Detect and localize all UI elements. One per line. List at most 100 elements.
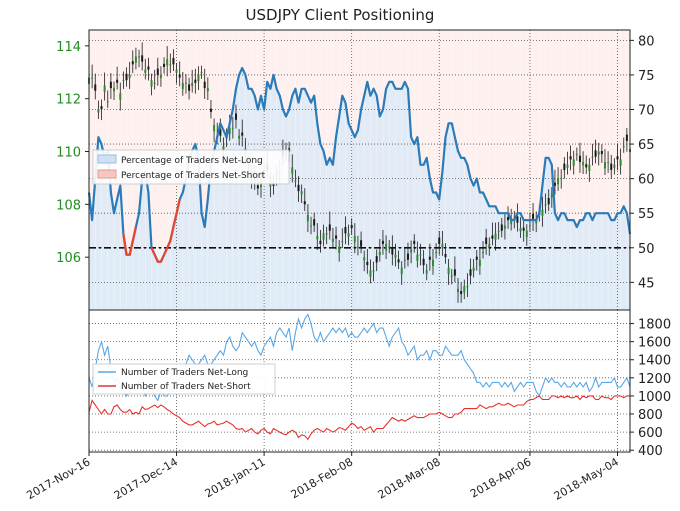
candle-body (178, 74, 181, 78)
candle-body (347, 233, 350, 237)
candle-body (613, 164, 616, 168)
candle-body (541, 209, 544, 216)
candle-body (519, 228, 522, 232)
candle-body (535, 220, 538, 224)
bottom-legend-box (92, 363, 276, 395)
candle-body (585, 164, 588, 168)
candle-body (482, 251, 485, 253)
candle-body (453, 269, 456, 276)
right-axis-tick-label: 80 (638, 34, 655, 49)
bottom-axis-tick-label: 1400 (638, 354, 671, 369)
candle-body (209, 108, 212, 112)
candle-body (122, 80, 125, 82)
candle-body (325, 233, 328, 235)
candle-body (319, 240, 322, 244)
candle-body (375, 256, 378, 263)
candle-body (241, 132, 244, 136)
candle-body (550, 193, 553, 197)
candle-body (116, 79, 119, 83)
candle-body (141, 55, 144, 62)
candle-body (600, 150, 603, 155)
net-short-percentage-segment (150, 199, 181, 263)
candle-body (422, 258, 425, 266)
candle-body (378, 251, 381, 256)
legend-label-net-short-pct: Percentage of Traders Net-Short (121, 171, 266, 181)
top-legend-box (92, 149, 290, 185)
left-axis-tick-label: 108 (56, 198, 81, 213)
candle-body (206, 88, 209, 92)
candle-body (169, 64, 172, 66)
candle-body (388, 246, 391, 248)
candle-body (322, 233, 325, 240)
top-panel-axes: 114 112 110 108 106 80 75 70 65 60 55 50 45 (56, 29, 655, 311)
candle-body (163, 63, 166, 67)
candle-body (447, 267, 450, 275)
candle-body (522, 227, 525, 231)
candle-body (222, 146, 225, 150)
candle-body (597, 151, 600, 155)
candle-body (428, 256, 431, 260)
candle-body (175, 69, 178, 73)
net-long-area-fill (89, 68, 630, 310)
candle-body (400, 267, 403, 275)
candle-body (525, 230, 528, 238)
candle-body (297, 184, 300, 192)
candle-body (575, 154, 578, 156)
legend-label-net-long-pct: Percentage of Traders Net-Long (121, 156, 263, 166)
candle-body (503, 225, 506, 229)
candle-body (269, 183, 272, 187)
candle-body (438, 237, 441, 244)
candle-body (147, 66, 150, 70)
x-axis-tick-label: 2018-Feb-08 (289, 455, 356, 501)
candle-body (532, 213, 535, 221)
candle-body (516, 216, 519, 223)
candle-body (184, 82, 187, 84)
candle-body (460, 290, 463, 295)
bottom-axis-tick-label: 1200 (638, 372, 671, 387)
candle-body (544, 204, 547, 206)
candle-body (435, 251, 438, 253)
candle-body (344, 227, 347, 234)
candle-body (181, 82, 184, 90)
candle-body (331, 238, 334, 242)
right-axis-tick-label: 65 (638, 138, 655, 153)
candle-body (406, 253, 409, 260)
candle-body (335, 235, 338, 239)
candle-body (144, 69, 147, 73)
x-axis-tick-label: 2018-Jan-11 (203, 455, 268, 500)
candle-body (607, 162, 610, 164)
candle-body (256, 185, 259, 189)
candle-body (341, 241, 344, 243)
candle-body (372, 270, 375, 272)
candle-body (234, 113, 237, 120)
candle-body (366, 261, 369, 266)
chart-title: USDJPY Client Positioning (246, 6, 435, 24)
candle-body (363, 257, 366, 261)
candle-body (328, 224, 331, 231)
left-axis-tick-label: 114 (56, 40, 81, 55)
candle-body (588, 164, 591, 172)
candle-body (557, 177, 560, 185)
bottom-axis-tick-label: 400 (638, 444, 663, 459)
candle-body (303, 201, 306, 205)
candle-body (166, 59, 169, 66)
candle-body (131, 61, 134, 65)
legend-swatch-net-long-pct (97, 154, 117, 164)
candle-body (485, 237, 488, 244)
candle-body (616, 156, 619, 160)
candle-body (603, 162, 606, 169)
candle-body (619, 159, 622, 166)
candle-body (191, 82, 194, 86)
candle-body (491, 235, 494, 239)
x-axis-tick-label: 2018-Apr-06 (468, 455, 533, 500)
candle-body (153, 82, 156, 84)
candle-body (413, 240, 416, 244)
candle-body (410, 249, 413, 253)
left-axis-tick-label: 112 (56, 93, 81, 108)
candle-body (625, 134, 628, 141)
candle-body (360, 240, 363, 247)
candle-body (416, 254, 419, 261)
left-axis-tick-label: 106 (56, 251, 81, 266)
